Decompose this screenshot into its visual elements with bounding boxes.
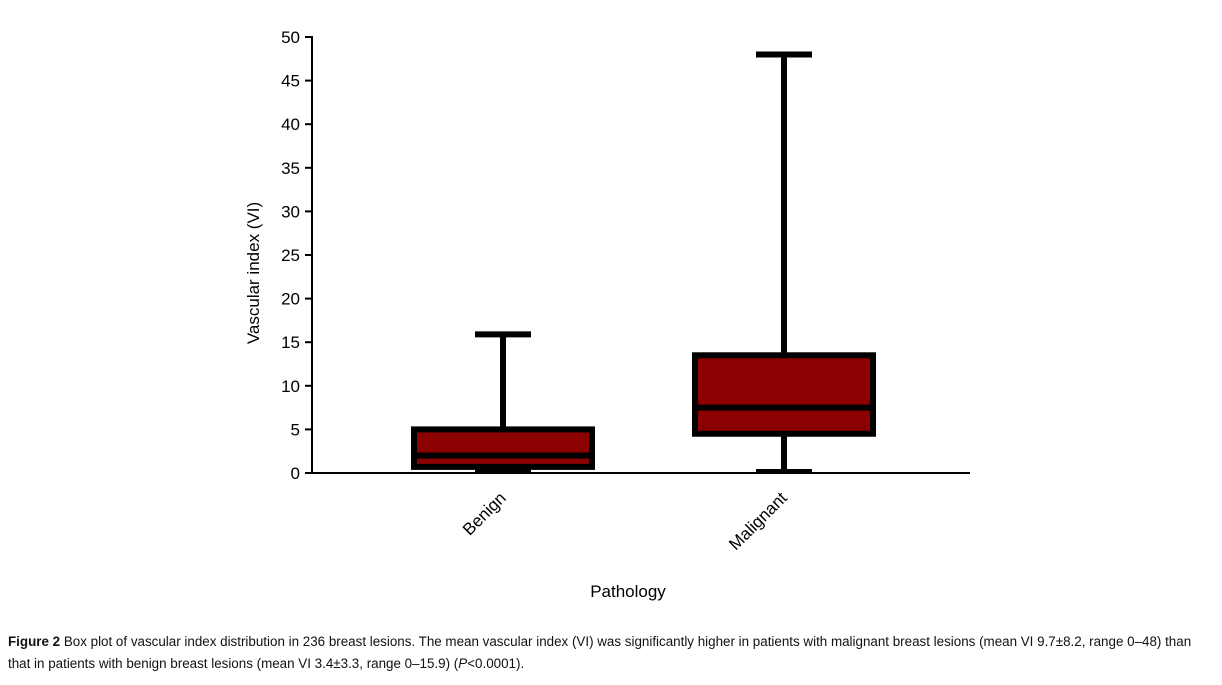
y-tick-label: 10	[281, 377, 300, 396]
x-tick-label: Malignant	[725, 488, 791, 554]
x-tick-label: Benign	[459, 488, 510, 539]
box	[411, 426, 595, 470]
y-tick-label: 30	[281, 202, 300, 221]
y-tick-label: 40	[281, 115, 300, 134]
y-tick-label: 50	[281, 28, 300, 47]
figure-caption: Figure 2 Box plot of vascular index dist…	[8, 631, 1214, 675]
y-tick-label: 5	[291, 420, 300, 439]
caption-italic: P	[458, 656, 468, 671]
caption-label: Figure 2	[8, 634, 61, 649]
y-tick-label: 45	[281, 72, 300, 91]
y-tick-label: 35	[281, 159, 300, 178]
caption-text: Box plot of vascular index distribution …	[8, 634, 1192, 671]
y-tick-label: 0	[291, 464, 300, 483]
y-tick-label: 15	[281, 333, 300, 352]
box	[692, 352, 876, 437]
x-axis-label: Pathology	[590, 582, 666, 601]
y-axis-label: Vascular index (VI)	[244, 202, 263, 344]
y-tick-label: 20	[281, 290, 300, 309]
y-tick-label: 25	[281, 246, 300, 265]
chart: Pathology Vascular index (VI) 0 5 10 15 20 25…	[244, 28, 970, 601]
caption-text-end: <0.0001).	[467, 656, 525, 671]
